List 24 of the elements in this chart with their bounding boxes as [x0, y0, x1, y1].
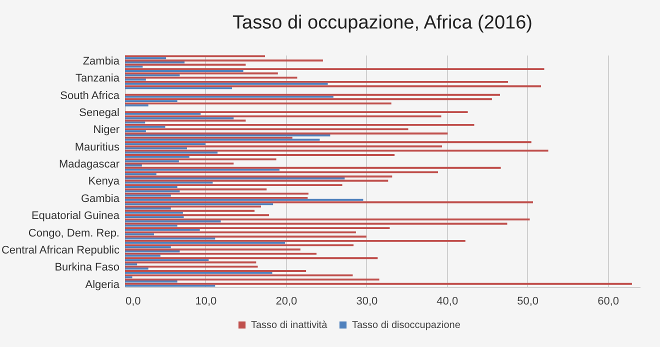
y-tick-label: Madagascar	[58, 158, 120, 171]
chart-title: Tasso di occupazione, Africa (2016)	[232, 12, 532, 34]
y-tick-label: Niger	[93, 124, 120, 136]
y-tick-label: Algeria	[85, 278, 120, 291]
legend-label: Tasso di inattività	[251, 320, 328, 331]
legend-label: Tasso di disoccupazione	[352, 320, 461, 331]
y-tick-label: Mauritius	[74, 141, 120, 154]
y-tick-label: South Africa	[60, 90, 120, 102]
y-tick-label: Gambia	[80, 192, 120, 205]
x-tick-label: 0,0	[126, 296, 141, 308]
x-tick-label: 40,0	[436, 296, 458, 308]
y-tick-label: Equatorial Guinea	[31, 210, 120, 222]
y-tick-label: Zambia	[82, 55, 120, 68]
x-tick-label: 30,0	[356, 296, 378, 308]
x-tick-label: 50,0	[517, 296, 539, 308]
x-tick-label: 10,0	[195, 296, 217, 308]
y-tick-label: Tanzania	[75, 72, 120, 85]
y-tick-label: Burkina Faso	[54, 262, 120, 274]
y-tick-label: Kenya	[88, 176, 120, 188]
y-tick-label: Congo, Dem. Rep.	[28, 227, 120, 240]
x-tick-label: 20,0	[276, 296, 298, 308]
y-tick-label: Senegal	[79, 107, 120, 119]
x-tick-label: 60,0	[598, 296, 620, 308]
y-tick-label: Central African Republic	[1, 244, 120, 256]
